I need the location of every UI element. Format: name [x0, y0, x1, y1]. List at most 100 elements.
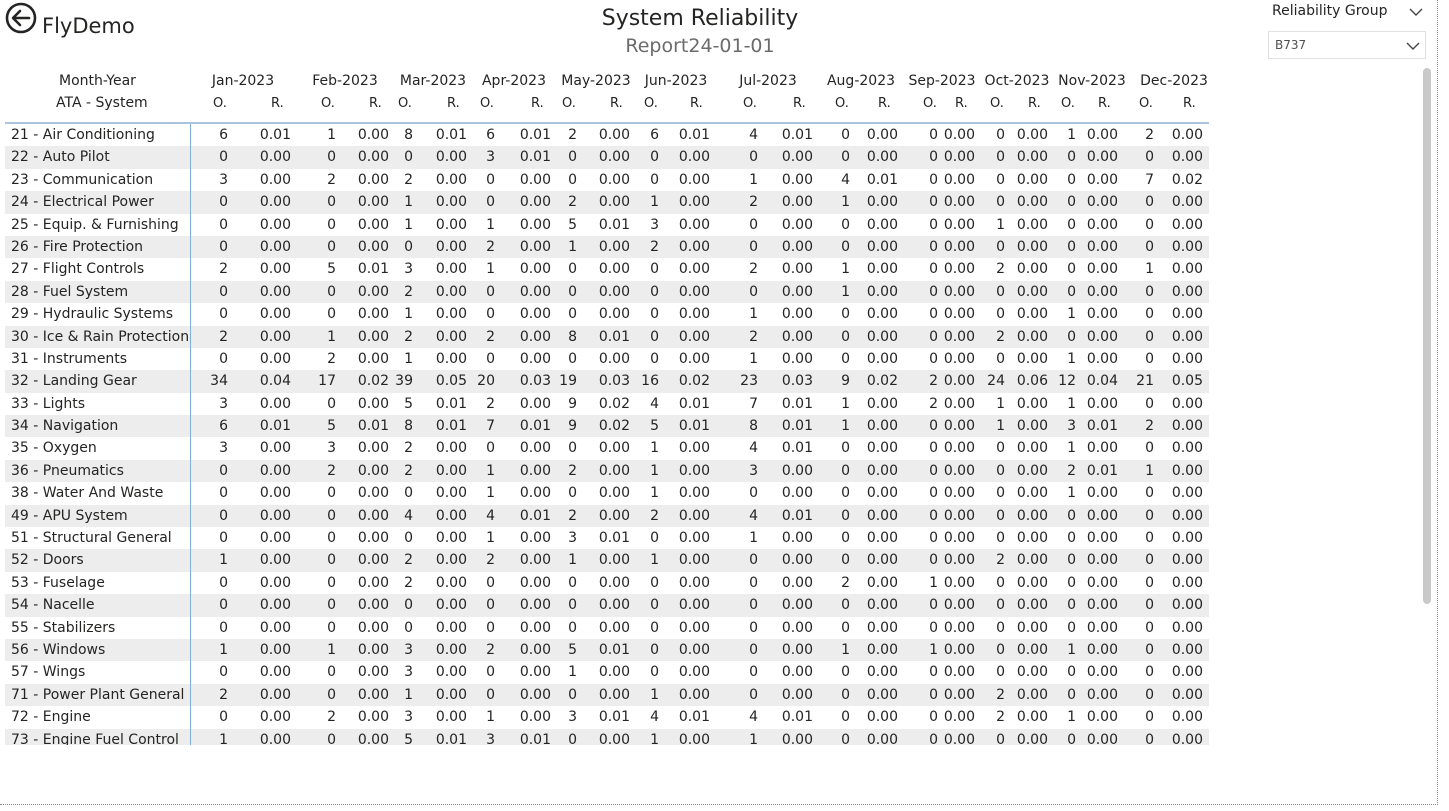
table-row[interactable]: 35 - Oxygen 3 0.00 3 0.00 2 0.00 0 0.00 0 0.00 1 0.0… [5, 437, 1209, 459]
month-header[interactable]: Sep-2023 [908, 73, 976, 89]
cell-occurrences: 0 [929, 462, 938, 479]
table-row[interactable]: 56 - Windows 1 0.00 1 0.00 3 0.00 2 0.00 5 0.01 0 0.… [5, 638, 1209, 662]
cell-occurrences: 3 [568, 709, 577, 726]
table-row[interactable]: 54 - Nacelle 0 0.00 0 0.00 0 0.00 0 0.00 0 0.00 0 0.… [5, 594, 1209, 617]
month-header[interactable]: Mar-2023 [399, 73, 467, 89]
cell-occurrences: 0 [1145, 641, 1154, 658]
sub-header-r[interactable]: R. [690, 96, 703, 111]
cell-rate: 0.00 [1016, 194, 1048, 211]
table-row[interactable]: 55 - Stabilizers 0 0.00 0 0.00 0 0.00 0 0.00 0 0.0… [5, 617, 1209, 639]
cell-rate: 0.00 [943, 619, 975, 636]
chevron-down-icon[interactable] [1408, 4, 1424, 18]
month-header[interactable]: May-2023 [561, 73, 631, 89]
cell-rate: 0.00 [943, 731, 975, 745]
cell-rate: 0.00 [1016, 462, 1048, 479]
sub-header-o[interactable]: O. [480, 96, 494, 111]
table-row[interactable]: 28 - Fuel System 0 0.00 0 0.00 2 0.00 0 0.00 0 0.0… [5, 280, 1209, 304]
cell-rate: 0.00 [781, 149, 813, 166]
vertical-scrollbar[interactable] [1423, 68, 1431, 604]
sub-header-r[interactable]: R. [1098, 96, 1111, 111]
month-header[interactable]: Jan-2023 [211, 73, 275, 89]
cell-rate: 0.04 [259, 373, 291, 390]
table-row[interactable]: 30 - Ice & Rain Protection 2 0.00 1 0.00 2 0.0… [5, 325, 1209, 348]
table-row[interactable]: 22 - Auto Pilot 0 0.00 0 0.00 0 0.00 3 0.01 0 0.00… [5, 146, 1209, 169]
table-row[interactable]: 57 - Wings 0 0.00 0 0.00 3 0.00 0 0.00 1 0.00 0 0.00… [5, 661, 1209, 683]
table-row[interactable]: 34 - Navigation 6 0.01 5 0.01 8 0.01 7 0.01 9 0.02… [5, 415, 1209, 438]
cell-occurrences: 4 [486, 507, 495, 524]
cell-occurrences: 0 [1145, 350, 1154, 367]
sub-header-o[interactable]: O. [835, 96, 849, 111]
sub-header-o[interactable]: O. [990, 96, 1004, 111]
reliability-group-dropdown[interactable]: B737 [1268, 31, 1426, 59]
table-row[interactable]: 24 - Electrical Power 0 0.00 0 0.00 1 0.00 0 0.0… [5, 191, 1209, 214]
sub-header-r[interactable]: R. [955, 96, 968, 111]
sub-header-r[interactable]: R. [531, 96, 544, 111]
sub-header-o[interactable]: O. [1061, 96, 1075, 111]
sub-header-o[interactable]: O. [321, 96, 335, 111]
sub-header-o[interactable]: O. [562, 96, 576, 111]
cell-rate: 0.00 [435, 507, 467, 524]
table-row[interactable]: 32 - Landing Gear 34 0.04 17 0.02 39 0.05 20 0.0… [5, 370, 1209, 393]
month-header[interactable]: Feb-2023 [312, 73, 378, 89]
table-row[interactable]: 72 - Engine 0 0.00 2 0.00 3 0.00 1 0.00 3 0.01 4 0.0… [5, 706, 1209, 728]
table-row[interactable]: 31 - Instruments 0 0.00 2 0.00 1 0.00 0 0.00 0 0.0… [5, 348, 1209, 370]
month-header[interactable]: Jun-2023 [644, 73, 708, 89]
cell-occurrences: 23 [740, 373, 758, 390]
month-header[interactable]: Nov-2023 [1058, 73, 1126, 89]
table-row[interactable]: 53 - Fuselage 0 0.00 0 0.00 2 0.00 0 0.00 0 0.00 0 0… [5, 572, 1209, 594]
month-header[interactable]: Apr-2023 [481, 73, 546, 89]
sub-header-r[interactable]: R. [271, 96, 284, 111]
cell-occurrences: 0 [1145, 395, 1154, 412]
table-row[interactable]: 71 - Power Plant General 2 0.00 0 0.00 1 0.00 0… [5, 683, 1209, 707]
cell-occurrences: 0 [650, 149, 659, 166]
cell-rate: 0.01 [598, 530, 630, 547]
cell-occurrences: 1 [327, 328, 336, 345]
table-row[interactable]: 73 - Engine Fuel Control 1 0.00 0 0.00 5 0.01 3… [5, 728, 1209, 745]
month-header[interactable]: Oct-2023 [984, 73, 1050, 89]
sub-header-o[interactable]: O. [923, 96, 937, 111]
table-row[interactable]: 25 - Equip. & Furnishing 0 0.00 0 0.00 1 0.00 1… [5, 214, 1209, 236]
sub-header-o[interactable]: O. [1139, 96, 1153, 111]
sub-header-r[interactable]: R. [793, 96, 806, 111]
table-row[interactable]: 29 - Hydraulic Systems 0 0.00 0 0.00 1 0.00 0 0.… [5, 303, 1209, 325]
sub-header-r[interactable]: R. [1183, 96, 1196, 111]
sub-header-o[interactable]: O. [213, 96, 227, 111]
table-row[interactable]: 23 - Communication 3 0.00 2 0.00 2 0.00 0 0.00 0 0… [5, 169, 1209, 191]
table-row[interactable]: 38 - Water And Waste 0 0.00 0 0.00 0 0.00 1 0.00… [5, 482, 1209, 504]
sub-header-r[interactable]: R. [878, 96, 891, 111]
cell-rate: 0.00 [435, 686, 467, 703]
cell-occurrences: 5 [568, 641, 577, 658]
month-header[interactable]: Jul-2023 [739, 73, 797, 89]
table-row[interactable]: 21 - Air Conditioning 6 0.01 1 0.00 8 0.01 6 0.0… [5, 124, 1209, 146]
cell-rate: 0.00 [943, 641, 975, 658]
table-row[interactable]: 52 - Doors 1 0.00 0 0.00 2 0.00 2 0.00 1 0.00 1 0.00… [5, 549, 1209, 572]
table-row[interactable]: 33 - Lights 3 0.00 0 0.00 5 0.01 2 0.00 9 0.02 4 0.0… [5, 393, 1209, 415]
cell-rate: 0.00 [1086, 641, 1118, 658]
cell-rate: 0.00 [519, 574, 551, 591]
cell-rate: 0.00 [943, 283, 975, 300]
sub-header-r[interactable]: R. [610, 96, 623, 111]
table-row[interactable]: 26 - Fire Protection 0 0.00 0 0.00 0 0.00 2 0.00… [5, 235, 1209, 259]
cell-occurrences: 12 [1058, 373, 1076, 390]
cell-occurrences: 8 [749, 418, 758, 435]
sub-header-r[interactable]: R. [447, 96, 460, 111]
cell-occurrences: 0 [1145, 619, 1154, 636]
sub-header-o[interactable]: O. [398, 96, 412, 111]
back-arrow-icon[interactable] [5, 2, 37, 34]
table-row[interactable]: 49 - APU System 0 0.00 0 0.00 4 0.00 4 0.01 2 0.00… [5, 504, 1209, 528]
cell-rate: 0.00 [598, 597, 630, 614]
month-header[interactable]: Dec-2023 [1140, 73, 1208, 89]
cell-rate: 0.00 [678, 328, 710, 345]
cell-rate: 0.00 [943, 395, 975, 412]
month-header[interactable]: Aug-2023 [826, 73, 896, 89]
table-row[interactable]: 36 - Pneumatics 0 0.00 2 0.00 2 0.00 1 0.00 2 0.00… [5, 459, 1209, 483]
sub-header-o[interactable]: O. [644, 96, 658, 111]
cell-rate: 0.00 [1171, 216, 1203, 233]
sub-header-r[interactable]: R. [369, 96, 382, 111]
table-row[interactable]: 27 - Flight Controls 2 0.00 5 0.01 3 0.00 1 0.00… [5, 258, 1209, 280]
cell-occurrences: 0 [1067, 731, 1076, 745]
table-row[interactable]: 51 - Structural General 0 0.00 0 0.00 0 0.00 1 0… [5, 527, 1209, 549]
sub-header-o[interactable]: O. [743, 96, 757, 111]
sub-header-r[interactable]: R. [1028, 96, 1041, 111]
cell-occurrences: 0 [1145, 686, 1154, 703]
